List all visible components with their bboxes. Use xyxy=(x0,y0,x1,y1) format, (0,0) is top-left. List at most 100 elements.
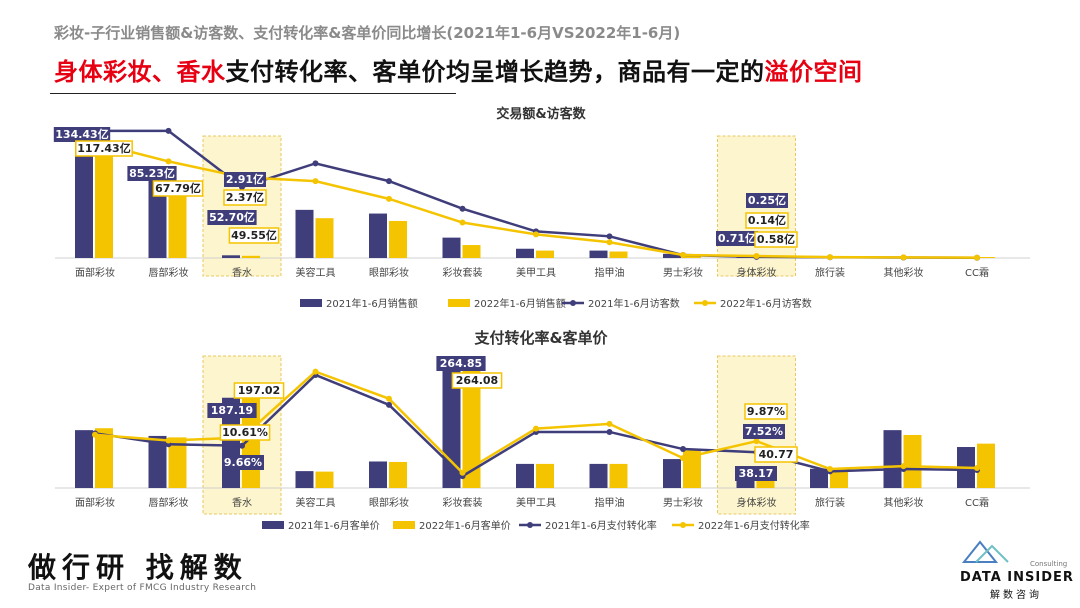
bar xyxy=(609,251,628,258)
headline-highlight-1: 身体彩妆、香水 xyxy=(54,58,226,86)
line-point xyxy=(165,437,172,444)
legend-swatch xyxy=(300,299,322,307)
x-tick-label: CC霜 xyxy=(965,497,989,509)
line-point xyxy=(680,252,686,259)
line-point xyxy=(606,428,613,435)
data-label-box xyxy=(152,180,204,197)
data-label: 0.14亿 xyxy=(748,213,786,227)
x-tick-label: 旅行装 xyxy=(815,496,845,509)
data-label: 85.23亿 xyxy=(129,166,175,180)
line-point xyxy=(459,205,466,212)
bar xyxy=(663,459,681,488)
x-tick-label: 香水 xyxy=(232,497,252,509)
x-tick-label: 彩妆套装 xyxy=(443,496,483,509)
bar xyxy=(462,245,481,258)
data-label-box xyxy=(223,189,267,206)
data-label-box xyxy=(53,127,111,142)
triangle-logo-icon xyxy=(961,540,1009,563)
line-point xyxy=(165,127,172,134)
data-label: 67.79亿 xyxy=(155,181,201,195)
page-headline: 身体彩妆、香水支付转化率、客单价均呈增长趋势，商品有一定的溢价空间 xyxy=(54,52,863,87)
line-point xyxy=(606,420,613,427)
headline-rule xyxy=(50,93,456,94)
data-label-box xyxy=(743,424,785,439)
line-point xyxy=(827,254,833,261)
line-point xyxy=(680,455,686,462)
x-tick-label: 男士彩妆 xyxy=(663,266,703,279)
bar xyxy=(75,430,93,488)
data-label: 9.87% xyxy=(747,405,785,418)
data-label: 49.55亿 xyxy=(231,228,277,242)
logo-chinese-name: 解数咨询 xyxy=(990,590,1042,601)
bar xyxy=(609,463,628,488)
bar xyxy=(977,443,995,488)
bar xyxy=(315,218,334,258)
bar xyxy=(663,253,681,258)
data-label-box xyxy=(744,403,788,420)
line-point xyxy=(312,160,319,167)
line-point xyxy=(386,178,392,185)
x-tick-label: 其他彩妆 xyxy=(884,266,924,279)
page-subtitle: 彩妆-子行业销售额&访客数、支付转化率&客单价同比增长(2021年1-6月VS2… xyxy=(54,24,681,42)
legend-marker xyxy=(702,300,708,306)
data-label-box xyxy=(754,446,798,463)
line-point xyxy=(92,431,98,438)
line-point xyxy=(827,466,833,472)
bar xyxy=(810,468,828,488)
x-tick-label: 唇部彩妆 xyxy=(149,266,189,279)
bar xyxy=(148,435,167,488)
line-point xyxy=(753,438,760,445)
bar xyxy=(75,133,93,258)
x-tick-label: CC霜 xyxy=(965,267,989,279)
data-label: 2.91亿 xyxy=(226,172,264,186)
data-label: 264.08 xyxy=(456,374,498,387)
x-tick-label: 男士彩妆 xyxy=(663,496,703,509)
bar xyxy=(369,213,387,258)
brand-tagline: Data Insider- Expert of FMCG Industry Re… xyxy=(28,583,257,593)
data-label: 264.85 xyxy=(440,357,482,370)
line-point xyxy=(974,465,980,472)
data-label: 0.71亿 xyxy=(718,231,756,245)
data-label-box xyxy=(207,403,257,418)
legend-swatch xyxy=(262,521,284,529)
data-label: 134.43亿 xyxy=(55,127,108,141)
x-tick-label: 美甲工具 xyxy=(516,496,556,509)
line-point xyxy=(900,254,907,261)
line-point xyxy=(753,253,760,260)
bar xyxy=(95,149,113,258)
legend-label: 2021年1-6月支付转化率 xyxy=(545,519,657,532)
bar xyxy=(442,237,461,258)
x-tick-label: 彩妆套装 xyxy=(443,266,483,279)
x-tick-label: 美容工具 xyxy=(296,266,336,279)
data-label-box xyxy=(746,193,788,208)
data-label: 40.77 xyxy=(759,448,794,461)
bar xyxy=(683,450,701,488)
data-label-box xyxy=(735,466,777,481)
data-label: 9.66% xyxy=(224,456,262,469)
brand-slogan: 做行研 找解数 xyxy=(28,551,248,584)
logo-consulting: Consulting xyxy=(1030,560,1068,568)
line-point xyxy=(459,469,466,476)
data-label-box xyxy=(228,227,280,244)
bar xyxy=(589,463,608,488)
data-label-box xyxy=(222,455,264,470)
legend-label: 2022年1-6月销售额 xyxy=(474,297,566,310)
data-label-box xyxy=(716,231,758,246)
x-tick-label: 身体彩妆 xyxy=(737,496,777,509)
bar xyxy=(148,179,167,258)
x-tick-label: 美甲工具 xyxy=(516,266,556,279)
legend-marker xyxy=(570,300,576,306)
legend-label: 2022年1-6月客单价 xyxy=(419,519,511,532)
data-label-box xyxy=(754,231,798,248)
x-tick-label: 眼部彩妆 xyxy=(369,496,409,509)
x-tick-label: 旅行装 xyxy=(815,266,845,279)
legend-label: 2021年1-6月访客数 xyxy=(588,297,680,310)
data-label: 187.19 xyxy=(211,404,253,417)
data-label-box xyxy=(75,140,133,157)
chart-title: 支付转化率&客单价 xyxy=(473,329,608,347)
x-tick-label: 美容工具 xyxy=(296,496,336,509)
legend-label: 2021年1-6月销售额 xyxy=(326,297,418,310)
bar xyxy=(536,250,554,258)
data-label: 52.70亿 xyxy=(209,210,255,224)
data-label: 2.37亿 xyxy=(226,190,264,204)
